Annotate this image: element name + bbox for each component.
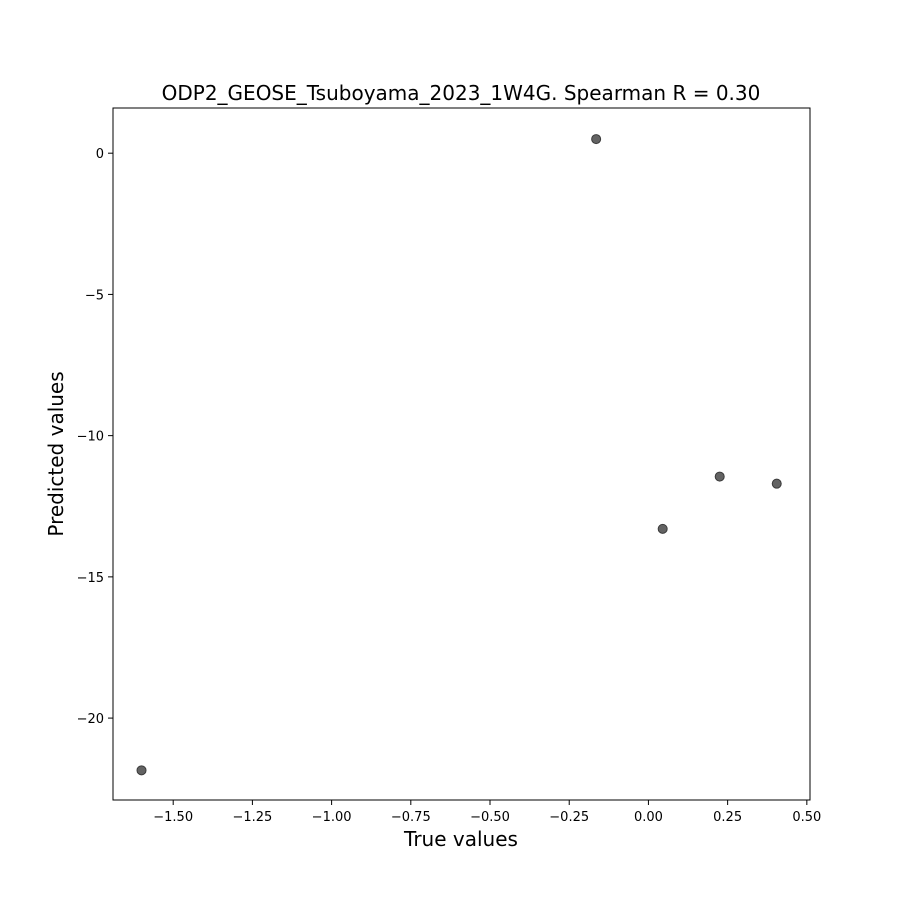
x-tick-label: −1.25 <box>232 810 272 825</box>
x-tick-label: 0.25 <box>713 810 742 825</box>
x-tick-label: 0.00 <box>634 810 663 825</box>
data-point <box>714 471 725 482</box>
x-axis-label: True values <box>403 827 518 851</box>
x-tick-label: −0.25 <box>549 810 589 825</box>
x-tick-label: 0.50 <box>792 810 821 825</box>
data-point <box>591 134 602 145</box>
x-tick-label: −1.00 <box>312 810 352 825</box>
x-axis: −1.50 −1.25 −1.00 −0.75 −0.50 −0.25 0.00 0.25 0.… <box>153 800 821 825</box>
x-tick-label: −0.50 <box>470 810 510 825</box>
y-tick-label: −20 <box>77 712 104 727</box>
data-points <box>136 134 782 776</box>
chart-title: ODP2_GEOSE_Tsuboyama_2023_1W4G. Spearman… <box>162 81 761 105</box>
data-point <box>657 523 668 534</box>
y-tick-label: 0 <box>96 147 104 162</box>
data-point <box>771 478 782 489</box>
x-tick-label: −0.75 <box>391 810 431 825</box>
y-tick-label: −15 <box>77 571 104 586</box>
y-tick-label: −10 <box>77 430 104 445</box>
y-axis-label: Predicted values <box>44 371 68 536</box>
x-tick-label: −1.50 <box>153 810 193 825</box>
data-point <box>136 765 147 776</box>
y-tick-label: −5 <box>85 288 104 303</box>
y-axis: 0 −5 −10 −15 −20 <box>77 147 113 727</box>
plot-area <box>112 107 811 801</box>
